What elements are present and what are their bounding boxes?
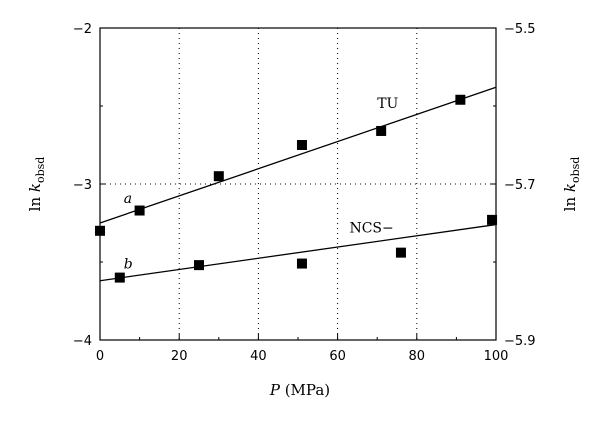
data-point-tu — [296, 140, 307, 150]
x-axis-title: P (MPa) — [269, 381, 330, 399]
data-points — [95, 94, 498, 283]
fit-line-tu — [99, 86, 497, 224]
data-point-ncs — [114, 272, 125, 283]
annotation-label: b — [124, 257, 133, 273]
axes — [99, 27, 497, 341]
data-point-ncs — [487, 214, 498, 225]
fit-lines — [99, 86, 497, 282]
tick-labels: 0 20 40 60 80 100 −4 −3 −2 −5.9 −5.7 −5.5 — [73, 22, 536, 364]
y-right-tick-label: −5.9 — [504, 334, 536, 349]
annotation-label: a — [124, 191, 132, 207]
data-point-tu — [95, 225, 105, 236]
x-tick-label: 80 — [409, 349, 426, 364]
plot-frame — [99, 27, 497, 341]
y-left-tick-label: −2 — [73, 22, 92, 37]
annotations: TU a NCS− b — [124, 96, 399, 273]
annotation-label: TU — [377, 96, 398, 112]
y-left-tick-label: −3 — [73, 178, 92, 193]
y-right-tick-label: −5.5 — [504, 22, 536, 37]
grid-lines — [100, 28, 496, 340]
x-tick-label: 40 — [250, 349, 267, 364]
data-point-ncs — [296, 258, 307, 269]
y-axis-title-left: ln kobsd — [26, 157, 47, 212]
annotation-label: NCS− — [349, 221, 393, 237]
y-right-tick-label: −5.7 — [504, 178, 536, 193]
data-point-ncs — [395, 247, 406, 258]
x-tick-label: 20 — [171, 349, 188, 364]
x-tick-label: 100 — [484, 349, 509, 364]
fit-line-ncs — [99, 223, 497, 282]
data-point-ncs — [194, 260, 204, 271]
x-tick-label: 0 — [96, 349, 104, 364]
y-axis-title-right: ln kobsd — [561, 157, 582, 212]
x-tick-label: 60 — [329, 349, 346, 364]
y-left-tick-label: −4 — [73, 334, 92, 349]
data-point-tu — [213, 171, 224, 182]
data-point-tu — [455, 94, 466, 105]
data-point-tu — [376, 125, 387, 136]
data-point-tu — [134, 205, 145, 216]
